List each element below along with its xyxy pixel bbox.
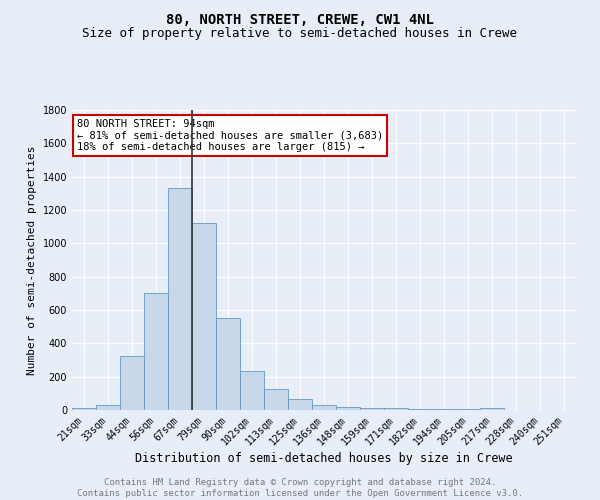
Bar (72, 408, 96, 410)
Bar (264, 389, 288, 410)
Bar (192, 222, 216, 410)
Bar (288, 398, 312, 410)
Bar (312, 405, 336, 410)
Text: 80, NORTH STREET, CREWE, CW1 4NL: 80, NORTH STREET, CREWE, CW1 4NL (166, 12, 434, 26)
Bar (336, 406, 360, 410)
Bar (480, 408, 504, 410)
Bar (432, 409, 456, 410)
Bar (96, 405, 120, 410)
Bar (216, 318, 240, 410)
Bar (384, 408, 408, 410)
Bar (144, 294, 168, 410)
Text: Contains HM Land Registry data © Crown copyright and database right 2024.
Contai: Contains HM Land Registry data © Crown c… (77, 478, 523, 498)
Text: 80 NORTH STREET: 94sqm
← 81% of semi-detached houses are smaller (3,683)
18% of : 80 NORTH STREET: 94sqm ← 81% of semi-det… (77, 119, 383, 152)
Bar (168, 188, 192, 410)
Bar (240, 370, 264, 410)
Y-axis label: Number of semi-detached properties: Number of semi-detached properties (27, 145, 37, 375)
Bar (408, 408, 432, 410)
Text: Size of property relative to semi-detached houses in Crewe: Size of property relative to semi-detach… (83, 28, 517, 40)
Bar (120, 356, 144, 410)
X-axis label: Distribution of semi-detached houses by size in Crewe: Distribution of semi-detached houses by … (135, 452, 513, 466)
Bar (456, 409, 480, 410)
Bar (360, 408, 384, 410)
